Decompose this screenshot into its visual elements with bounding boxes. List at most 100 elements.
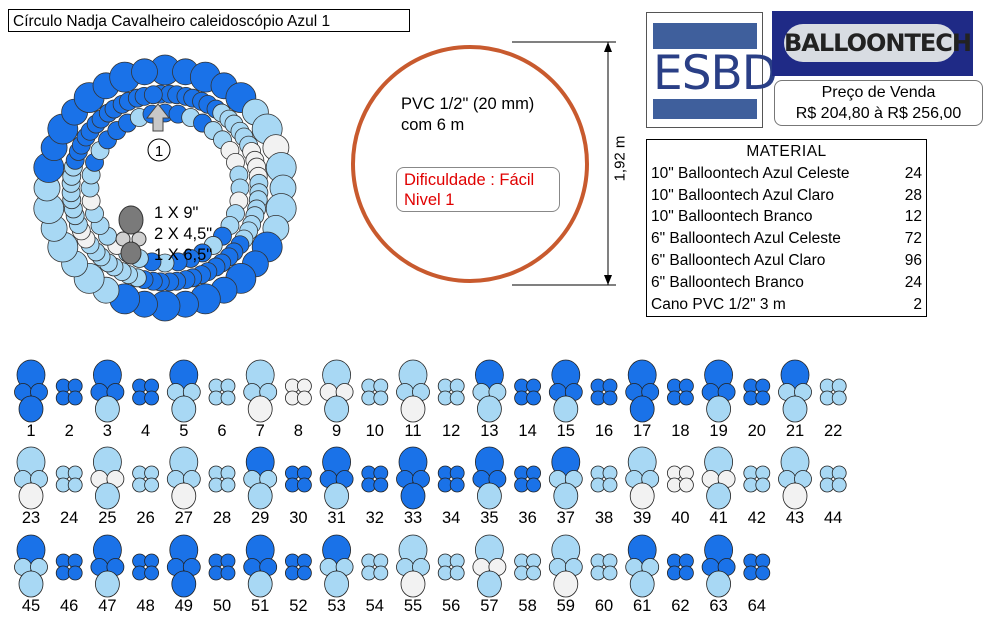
module-balloon (296, 565, 312, 581)
esbd-logo: ESBD (646, 12, 778, 128)
module-number: 62 (671, 597, 690, 615)
module-balloon (679, 477, 694, 493)
module-balloon (679, 390, 694, 406)
material-name: 10" Balloontech Azul Claro (651, 186, 835, 204)
module-number: 63 (709, 597, 728, 615)
up-arrow-icon (145, 103, 171, 132)
balloon-module (396, 359, 430, 423)
balloon-module (514, 465, 541, 493)
module-balloon (602, 390, 618, 406)
module-balloon (296, 477, 312, 493)
module-balloon (526, 390, 541, 406)
pvc-ring (351, 45, 589, 283)
module-number: 27 (174, 509, 193, 527)
module-number: 47 (98, 597, 117, 615)
module-balloon (171, 482, 197, 510)
balloon-module (90, 534, 125, 598)
module-number: 38 (594, 509, 614, 527)
arrow-number-circle (147, 138, 171, 162)
module-number: 18 (671, 422, 690, 440)
balloon-module (701, 359, 736, 423)
module-balloon (67, 390, 83, 406)
balloon-module (472, 359, 507, 423)
balloon-module (319, 446, 354, 510)
pvc-description: PVC 1/2" (20 mm) com 6 m (401, 94, 534, 136)
esbd-logo-text: ESBD (653, 46, 778, 101)
module-balloon (476, 482, 502, 510)
material-qty: 12 (904, 208, 922, 226)
balloon-key-icon (115, 205, 147, 265)
arrow-number: 1 (155, 143, 163, 160)
balloon-module (284, 378, 312, 406)
module-balloon (144, 477, 160, 493)
module-balloon (95, 570, 120, 598)
module-balloon (755, 390, 771, 406)
balloon-module (319, 359, 354, 423)
module-number: 7 (255, 422, 265, 440)
module-number: 56 (442, 597, 461, 615)
module-balloon (95, 482, 120, 510)
module-balloon (18, 395, 44, 423)
balloon-module (701, 446, 736, 510)
module-balloon (247, 395, 273, 423)
module-balloon (706, 570, 731, 598)
balloon-module (625, 534, 660, 598)
module-balloon (400, 570, 426, 598)
material-row: 10" Balloontech Azul Claro 28 (651, 185, 922, 207)
module-number: 6 (217, 422, 227, 440)
material-name: 6" Balloontech Branco (651, 273, 804, 291)
material-name: 6" Balloontech Azul Claro (651, 251, 826, 269)
balloon-module (396, 446, 430, 510)
module-balloon (144, 390, 160, 406)
module-balloon (171, 395, 197, 423)
balloon-module (361, 378, 389, 406)
module-number: 28 (212, 509, 232, 527)
wreath-diagram: 1 (33, 54, 297, 322)
module-number: 13 (480, 422, 499, 440)
module-number: 45 (21, 597, 41, 615)
module-number: 3 (102, 422, 112, 440)
material-qty: 2 (913, 295, 922, 313)
module-balloon (679, 565, 694, 581)
balloontech-logo-text: BALLOONTECH (784, 24, 972, 62)
balloon-module (132, 465, 160, 493)
material-name: Cano PVC 1/2" 3 m (651, 295, 786, 313)
dimension-label: 1,92 m (611, 135, 629, 182)
module-balloon (782, 482, 808, 510)
module-balloon (220, 477, 236, 493)
module-number: 48 (136, 597, 155, 615)
module-balloon (602, 565, 618, 581)
balloon-module (243, 534, 278, 598)
material-qty: 24 (904, 164, 922, 182)
material-table: MATERIAL 10" Balloontech Azul Celeste 24 … (646, 139, 927, 317)
material-name: 10" Balloontech Branco (651, 208, 813, 226)
balloon-module (132, 378, 160, 406)
module-balloon (373, 477, 389, 493)
module-number: 1 (26, 422, 36, 440)
module-number: 57 (480, 597, 499, 615)
balloon-module (778, 359, 812, 423)
module-balloon (476, 395, 502, 423)
pvc-line-2: com 6 m (401, 116, 465, 134)
balloon-module (90, 446, 125, 510)
module-number: 35 (480, 509, 499, 527)
module-balloon (247, 482, 273, 510)
module-number: 10 (365, 422, 384, 440)
module-balloon (400, 395, 426, 423)
module-balloon (400, 482, 426, 510)
balloon-module (819, 378, 847, 406)
page-title: Círculo Nadja Cavalheiro caleidoscópio A… (8, 9, 410, 32)
module-balloon (755, 477, 771, 493)
module-number: 52 (289, 597, 308, 615)
balloon-module (208, 465, 236, 493)
module-balloon (526, 477, 541, 493)
module-balloon (373, 390, 389, 406)
material-qty: 28 (904, 186, 922, 204)
balloon-module (361, 553, 389, 581)
balloon-module (625, 359, 660, 423)
module-number: 22 (824, 422, 843, 440)
balloon-module (284, 465, 312, 493)
material-row: Cano PVC 1/2" 3 m 2 (651, 294, 922, 316)
material-qty: 72 (904, 230, 922, 248)
module-number: 53 (327, 597, 346, 615)
